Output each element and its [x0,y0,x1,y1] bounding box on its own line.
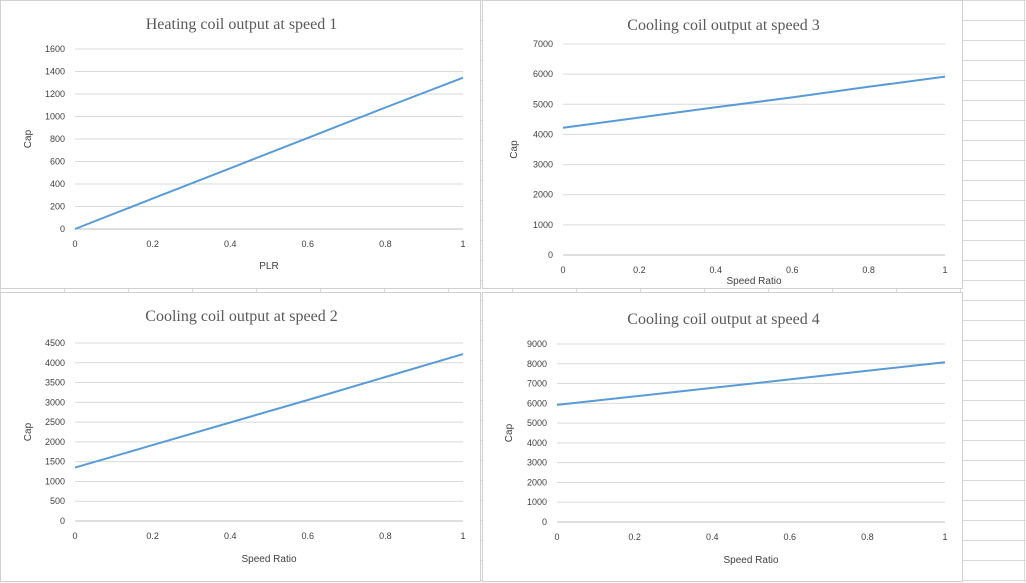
x-tick-label: 0.8 [379,239,392,249]
x-tick-label: 0 [72,531,77,541]
x-tick-label: 0.4 [224,531,237,541]
y-tick-label: 1500 [45,457,65,467]
x-tick-label: 1 [460,239,465,249]
y-tick-label: 1600 [45,44,65,54]
y-tick-label: 3000 [527,458,547,468]
series-line [74,76,464,230]
y-tick-label: 6000 [533,69,553,79]
x-tick-label: 1 [460,531,465,541]
x-tick-label: 0 [554,532,559,542]
x-tick-label: 0.8 [861,532,874,542]
x-tick-label: 0.4 [706,532,719,542]
y-tick-label: 4000 [527,438,547,448]
x-tick-label: 0.2 [633,265,646,275]
y-tick-label: 400 [50,179,65,189]
series-line [562,75,946,129]
y-tick-label: 800 [50,134,65,144]
y-tick-label: 8000 [527,359,547,369]
x-tick-label: 0.6 [784,532,797,542]
y-tick-label: 4000 [533,129,553,139]
x-tick-label: 0.8 [862,265,875,275]
y-tick-label: 500 [50,496,65,506]
y-tick-label: 1400 [45,67,65,77]
chart-title: Cooling coil output at speed 2 [145,308,337,325]
y-tick-label: 3000 [45,397,65,407]
x-tick-label: 0 [560,265,565,275]
y-tick-label: 2000 [45,437,65,447]
y-tick-label: 9000 [527,339,547,349]
x-axis-label: PLR [259,261,278,272]
x-tick-label: 0.4 [710,265,723,275]
y-tick-label: 200 [50,202,65,212]
y-tick-label: 4000 [45,358,65,368]
y-tick-label: 0 [542,517,547,527]
y-axis-label: Cap [504,423,515,442]
y-tick-label: 0 [60,516,65,526]
y-axis-label: Cap [23,129,34,148]
y-tick-label: 5000 [533,99,553,109]
chart-title: Cooling coil output at speed 4 [627,311,819,328]
chart-svg: Cooling coil output at speed 2 0 500 1000 15… [23,308,466,565]
chart-svg: Heating coil output at speed 1 0 200 400 600… [23,16,466,272]
x-tick-label: 0.6 [302,239,315,249]
x-tick-label: 0.6 [786,265,799,275]
x-tick-label: 0.4 [224,239,237,249]
x-tick-label: 1 [942,532,947,542]
y-tick-label: 2000 [533,190,553,200]
y-tick-label: 2000 [527,477,547,487]
x-tick-label: 0.6 [302,531,315,541]
x-tick-label: 0.2 [146,531,159,541]
x-axis-label: Speed Ratio [726,276,781,287]
chart-title: Heating coil output at speed 1 [146,16,338,33]
series-line [556,361,946,406]
y-tick-label: 1000 [45,476,65,486]
y-tick-label: 1000 [527,497,547,507]
chart-svg: Cooling coil output at speed 3 0 1000 2000 3… [509,17,948,287]
y-tick-label: 5000 [527,418,547,428]
y-tick-label: 1000 [45,112,65,122]
x-tick-label: 0.2 [146,239,159,249]
series-line [74,353,464,469]
x-tick-label: 0.2 [628,532,641,542]
y-axis-label: Cap [23,422,34,441]
chart-cooling-speed-3[interactable]: Cooling coil output at speed 3 0 1000 2000 3… [482,0,963,289]
y-tick-label: 3000 [533,160,553,170]
x-axis-label: Speed Ratio [241,554,296,565]
x-tick-label: 1 [942,265,947,275]
chart-title: Cooling coil output at speed 3 [627,17,819,34]
x-tick-label: 0.8 [379,531,392,541]
y-tick-label: 3500 [45,378,65,388]
y-tick-label: 2500 [45,417,65,427]
x-tick-label: 0 [72,239,77,249]
x-axis-label: Speed Ratio [723,555,778,566]
y-tick-label: 0 [548,250,553,260]
y-tick-label: 1000 [533,220,553,230]
chart-svg: Cooling coil output at speed 4 0 1000 2000 3… [504,311,948,566]
y-tick-label: 4500 [45,338,65,348]
y-axis-label: Cap [509,140,520,159]
y-tick-label: 6000 [527,398,547,408]
chart-heating-speed-1[interactable]: Heating coil output at speed 1 0 200 400 600… [0,0,481,289]
y-tick-label: 1200 [45,89,65,99]
y-tick-label: 7000 [533,39,553,49]
chart-cooling-speed-2[interactable]: Cooling coil output at speed 2 0 500 1000 15… [0,292,481,582]
y-tick-label: 600 [50,157,65,167]
y-tick-label: 0 [60,224,65,234]
y-tick-label: 7000 [527,379,547,389]
chart-cooling-speed-4[interactable]: Cooling coil output at speed 4 0 1000 2000 3… [482,292,963,582]
